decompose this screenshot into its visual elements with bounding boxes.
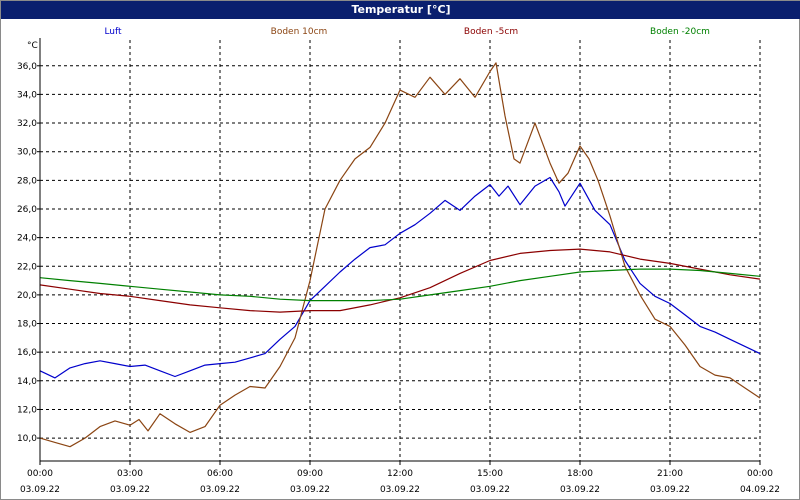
- y-tick-label-1: 12,0: [17, 405, 37, 415]
- x-tick-date-1: 03.09.22: [110, 485, 150, 495]
- x-tick-time-8: 00:00: [747, 469, 773, 479]
- x-tick-time-7: 21:00: [657, 469, 683, 479]
- y-tick-label-12: 34,0: [17, 90, 37, 100]
- legend-item-1: Luft: [104, 27, 122, 37]
- x-tick-date-5: 03.09.22: [470, 485, 510, 495]
- y-tick-label-6: 22,0: [17, 262, 37, 272]
- x-tick-time-0: 00:00: [27, 469, 53, 479]
- y-tick-label-9: 28,0: [17, 176, 37, 186]
- legend: Luft Boden 10cm Boden -5cm Boden -20cm: [104, 27, 710, 37]
- series-line-4: [39, 268, 761, 302]
- x-tick-date-0: 03.09.22: [20, 485, 60, 495]
- x-tick-date-3: 03.09.22: [290, 485, 330, 495]
- x-tick-time-3: 09:00: [297, 469, 323, 479]
- x-tick-time-2: 06:00: [207, 469, 233, 479]
- x-tick-date-7: 03.09.22: [650, 485, 690, 495]
- y-tick-label-4: 18,0: [17, 320, 37, 330]
- series-line-1: [39, 176, 761, 379]
- axes: °C 10,0 12,0 14,0 16,0 18,0 20,0 22,0 24,0 26,0 28…: [17, 38, 780, 495]
- y-tick-label-13: 36,0: [17, 62, 37, 72]
- x-tick-time-6: 18:00: [567, 469, 593, 479]
- y-tick-label-7: 24,0: [17, 234, 37, 244]
- chart-title: Temperatur [°C]: [1, 1, 800, 19]
- y-axis-unit-label: °C: [27, 41, 38, 51]
- x-tick-time-4: 12:00: [387, 469, 413, 479]
- x-tick-time-5: 15:00: [477, 469, 503, 479]
- y-tick-label-10: 30,0: [17, 148, 37, 158]
- series-line-2: [39, 62, 761, 448]
- series-line-3: [39, 248, 761, 313]
- legend-item-4: Boden -20cm: [650, 27, 710, 37]
- x-tick-time-1: 03:00: [117, 469, 143, 479]
- x-tick-date-2: 03.09.22: [200, 485, 240, 495]
- y-tick-label-0: 10,0: [17, 434, 37, 444]
- legend-item-3: Boden -5cm: [464, 27, 518, 37]
- y-tick-label-2: 14,0: [17, 377, 37, 387]
- y-tick-label-11: 32,0: [17, 119, 37, 129]
- y-tick-label-8: 26,0: [17, 205, 37, 215]
- x-tick-date-6: 03.09.22: [560, 485, 600, 495]
- y-tick-label-5: 20,0: [17, 291, 37, 301]
- legend-item-2: Boden 10cm: [271, 27, 328, 37]
- series-layer: [39, 62, 761, 448]
- x-tick-date-4: 03.09.22: [380, 485, 420, 495]
- x-tick-date-8: 04.09.22: [740, 485, 780, 495]
- y-tick-label-3: 16,0: [17, 348, 37, 358]
- grid: [40, 40, 761, 461]
